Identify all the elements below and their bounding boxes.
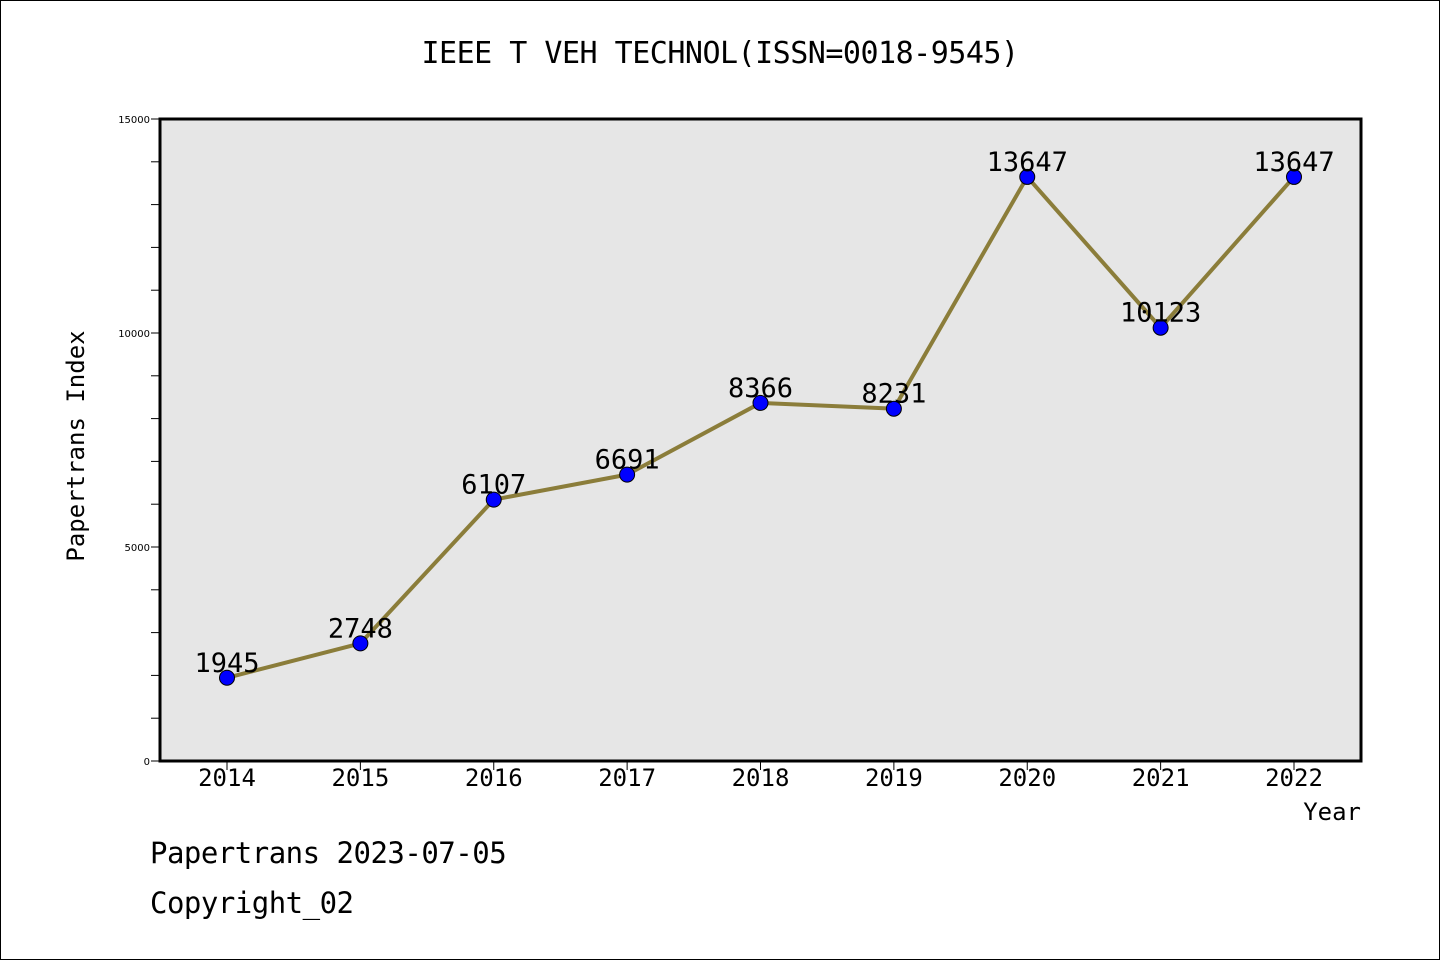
- y-tick-label: 0: [144, 757, 150, 768]
- y-axis-label: Papertrans Index: [62, 330, 90, 561]
- y-tick-label: 15000: [118, 115, 150, 126]
- data-point: [352, 635, 369, 652]
- y-tick-label: 5000: [125, 543, 150, 554]
- x-tick-label: 2019: [865, 764, 923, 792]
- footer-date: Papertrans 2023-07-05: [150, 836, 507, 870]
- chart-title: IEEE T VEH TECHNOL(ISSN=0018-9545): [421, 36, 1019, 71]
- plot-area: [158, 117, 1363, 763]
- x-tick-label: 2016: [465, 764, 523, 792]
- x-tick-label: 2020: [998, 764, 1056, 792]
- data-label: 8231: [861, 379, 926, 410]
- data-point: [752, 394, 769, 411]
- data-point: [885, 400, 902, 417]
- data-point: [1019, 168, 1036, 185]
- data-label: 6107: [461, 470, 526, 501]
- data-label: 13647: [1253, 147, 1334, 178]
- x-tick-label: 2017: [598, 764, 656, 792]
- data-label: 8366: [728, 373, 793, 404]
- data-point: [485, 491, 502, 508]
- data-label: 2748: [328, 613, 393, 644]
- x-axis-label: Year: [1303, 798, 1361, 826]
- data-label: 6691: [595, 445, 660, 476]
- data-label: 13647: [987, 147, 1068, 178]
- x-tick-label: 2022: [1265, 764, 1323, 792]
- data-point: [1286, 168, 1302, 185]
- x-tick-label: 2021: [1132, 764, 1190, 792]
- data-point: [1152, 319, 1169, 336]
- x-tick-label: 2014: [198, 764, 256, 792]
- x-tick-label: 2015: [331, 764, 389, 792]
- y-tick-label: 10000: [118, 329, 150, 340]
- data-label: 10123: [1120, 298, 1201, 329]
- footer-copyright: Copyright_02: [150, 886, 354, 920]
- data-point: [219, 669, 235, 686]
- data-label: 1945: [194, 648, 259, 679]
- data-point: [619, 466, 636, 483]
- x-tick-label: 2018: [732, 764, 790, 792]
